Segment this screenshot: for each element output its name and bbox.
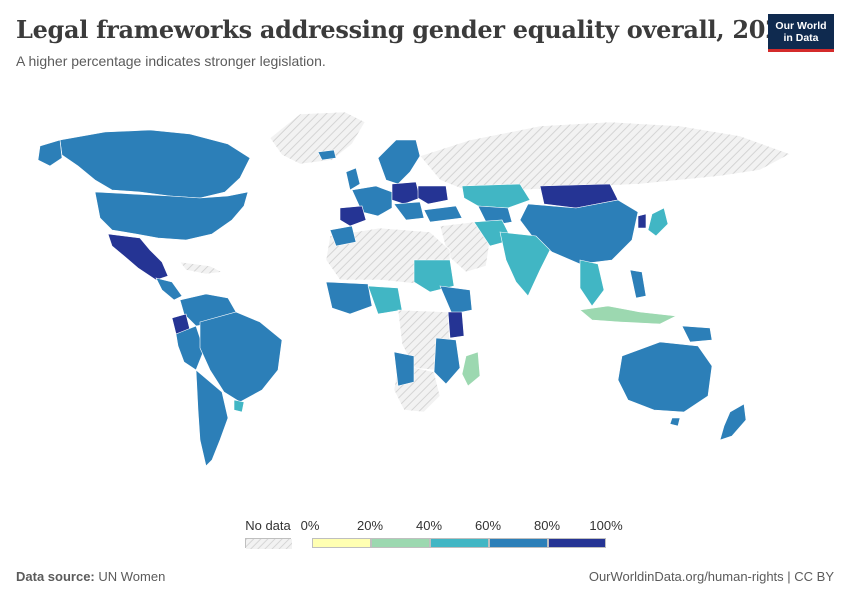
legend-bin-80-100[interactable] <box>548 538 606 548</box>
legend-tick-20: 20% <box>356 518 384 533</box>
region-greenland[interactable] <box>269 111 366 165</box>
region-southeast-asia[interactable] <box>579 259 605 307</box>
region-japan[interactable] <box>647 207 669 237</box>
legend-bin-0-20[interactable] <box>312 538 371 548</box>
region-caribbean[interactable] <box>179 261 224 275</box>
region-iceland[interactable] <box>317 149 337 161</box>
region-usa[interactable] <box>94 191 249 241</box>
region-alaska[interactable] <box>37 139 63 167</box>
region-png[interactable] <box>681 325 713 343</box>
region-uruguay[interactable] <box>233 399 245 413</box>
region-canada[interactable] <box>59 129 251 199</box>
region-angola[interactable] <box>393 351 415 387</box>
region-indonesia[interactable] <box>579 305 678 325</box>
region-brazil[interactable] <box>199 311 283 403</box>
region-argentina-chile[interactable] <box>195 369 229 467</box>
source-url-link[interactable]: OurWorldinData.org/human-rights | CC BY <box>588 569 834 584</box>
world-map[interactable] <box>0 100 850 520</box>
region-china[interactable] <box>519 199 639 265</box>
legend-bin-20-40[interactable] <box>371 538 430 548</box>
logo-line-2: in Data <box>783 31 819 44</box>
region-nigeria-area[interactable] <box>367 285 403 315</box>
data-source-value: UN Women <box>98 569 166 584</box>
chart-title: Legal frameworks addressing gender equal… <box>16 15 798 44</box>
region-balkans[interactable] <box>393 201 425 221</box>
legend-tick-80: 80% <box>533 518 561 533</box>
region-philippines[interactable] <box>629 269 647 299</box>
region-central-america[interactable] <box>155 277 183 301</box>
legend-tick-60: 60% <box>474 518 502 533</box>
legend-bin-60-80[interactable] <box>489 538 548 548</box>
region-tanzania-moz[interactable] <box>433 337 461 385</box>
region-kenya[interactable] <box>447 311 465 339</box>
region-spain[interactable] <box>339 205 367 227</box>
region-kazakhstan[interactable] <box>461 183 531 209</box>
region-mexico[interactable] <box>107 233 169 281</box>
region-morocco[interactable] <box>329 225 357 247</box>
data-source-label: Data source: <box>16 569 95 584</box>
chart-subtitle: A higher percentage indicates stronger l… <box>16 53 326 69</box>
region-india[interactable] <box>499 231 551 297</box>
legend-tick-0: 0% <box>300 518 320 533</box>
data-source: Data source: UN Women <box>16 569 165 584</box>
legend-no-data-label: No data <box>245 518 291 533</box>
region-scandinavia[interactable] <box>377 139 421 185</box>
region-tasmania[interactable] <box>669 417 681 427</box>
legend-bin-40-60[interactable] <box>430 538 489 548</box>
owid-logo[interactable]: Our World in Data <box>768 14 834 52</box>
region-turkey[interactable] <box>423 205 463 223</box>
region-europe-central[interactable] <box>391 181 421 205</box>
region-new-zealand[interactable] <box>719 403 747 441</box>
region-australia[interactable] <box>617 341 713 413</box>
region-ukraine[interactable] <box>417 185 449 205</box>
legend: No data 0% 20% 40% 60% 80% 100% <box>240 518 623 554</box>
region-madagascar[interactable] <box>461 351 481 387</box>
region-ethiopia[interactable] <box>439 285 473 315</box>
legend-tick-40: 40% <box>415 518 443 533</box>
region-west-africa[interactable] <box>325 281 373 315</box>
region-korea[interactable] <box>637 213 647 229</box>
region-russia[interactable] <box>419 121 791 193</box>
legend-no-data-swatch <box>245 538 292 549</box>
legend-tick-100: 100% <box>589 518 623 533</box>
region-uk[interactable] <box>345 167 361 191</box>
logo-line-1: Our World <box>775 19 827 32</box>
